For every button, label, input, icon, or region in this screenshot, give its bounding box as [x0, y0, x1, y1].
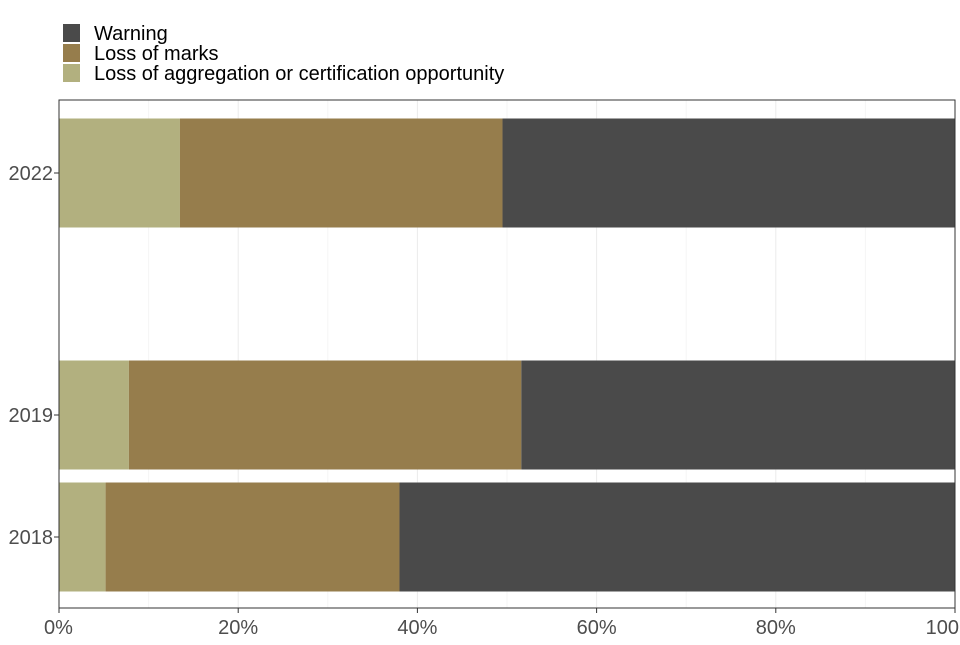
y-axis-tick-label: 2018 [9, 527, 54, 549]
plot-panel-border [58, 99, 956, 609]
legend-label: Loss of marks [94, 43, 218, 65]
axes: 0% 20% 40% 60% 80% 100 2018 2019 2022 [9, 163, 960, 639]
bar-segment [502, 118, 955, 228]
bar-segment [59, 482, 106, 592]
bar-segment [399, 482, 956, 592]
x-axis-tick-label: 20% [218, 617, 258, 639]
x-axis-tick-label: 60% [577, 617, 617, 639]
legend-label: Loss of aggregation or certification opp… [94, 63, 504, 85]
legend-swatch [63, 24, 80, 42]
bar-segment [59, 360, 129, 470]
bar-segment [521, 360, 955, 470]
legend-label: Warning [94, 23, 168, 45]
x-axis-tick-label: 0% [44, 617, 73, 639]
bar-segment [179, 118, 503, 228]
bar-segment [128, 360, 522, 470]
bars [59, 118, 956, 592]
bar-segment [105, 482, 400, 592]
legend-swatch [63, 44, 80, 62]
x-axis-tick-label: 40% [397, 617, 437, 639]
legend-swatch [63, 64, 80, 82]
x-axis-tick-label: 100 [926, 617, 959, 639]
y-axis-tick-label: 2019 [9, 405, 54, 427]
y-axis-tick-label: 2022 [9, 163, 54, 185]
bar-segment [59, 118, 180, 228]
x-axis-tick-label: 80% [756, 617, 796, 639]
